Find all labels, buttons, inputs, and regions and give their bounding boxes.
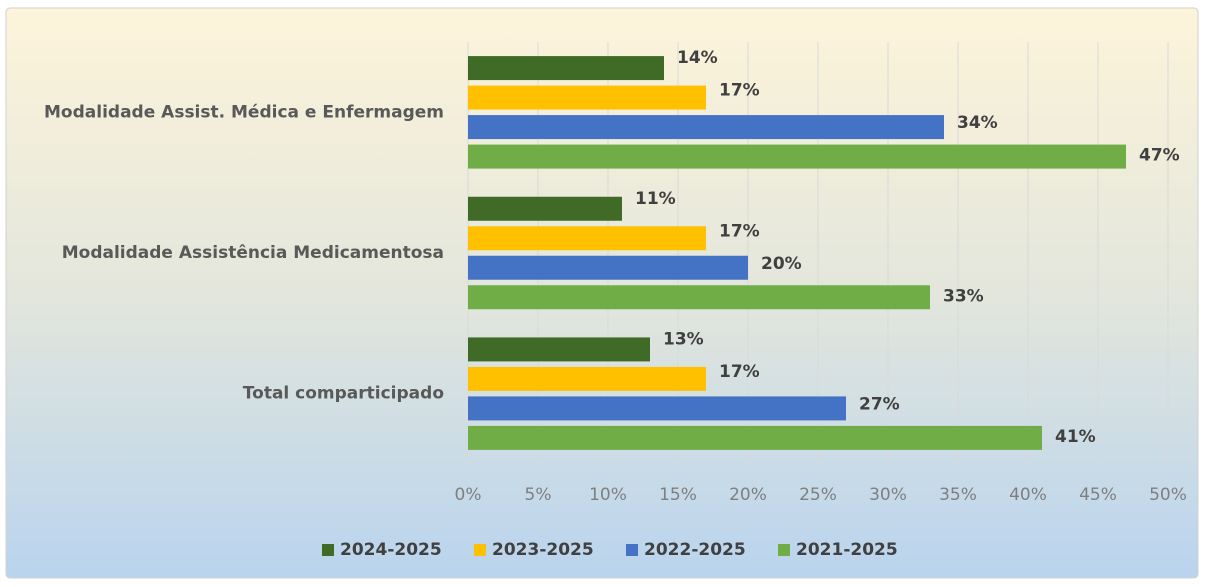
bar — [468, 115, 944, 140]
bar — [468, 144, 1126, 169]
value-label: 17% — [719, 221, 760, 241]
bar — [468, 85, 706, 110]
x-tick-label: 0% — [455, 485, 482, 505]
value-label: 17% — [719, 362, 760, 382]
bar — [468, 337, 650, 362]
bar — [468, 396, 846, 421]
x-tick-label: 5% — [525, 485, 552, 505]
x-tick-label: 45% — [1079, 485, 1117, 505]
legend-label: 2022-2025 — [644, 540, 746, 560]
value-label: 20% — [761, 254, 802, 274]
legend-label: 2024-2025 — [340, 540, 442, 560]
legend-swatch — [626, 544, 638, 556]
legend-label: 2021-2025 — [796, 540, 898, 560]
legend-swatch — [474, 544, 486, 556]
value-label: 47% — [1139, 146, 1180, 166]
legend-swatch — [322, 544, 334, 556]
bar — [468, 226, 706, 251]
value-label: 27% — [859, 394, 900, 414]
legend-swatch — [778, 544, 790, 556]
value-label: 13% — [663, 329, 704, 349]
y-tick-label: Modalidade Assist. Médica e Enfermagem — [44, 102, 444, 122]
bar — [468, 285, 930, 310]
x-tick-label: 15% — [659, 485, 697, 505]
bar — [468, 425, 1042, 450]
x-tick-label: 35% — [939, 485, 977, 505]
value-label: 11% — [635, 189, 676, 209]
legend-label: 2023-2025 — [492, 540, 594, 560]
y-tick-label: Modalidade Assistência Medicamentosa — [62, 243, 444, 263]
bar — [468, 56, 664, 81]
x-tick-label: 25% — [799, 485, 837, 505]
value-label: 41% — [1055, 427, 1096, 447]
value-label: 17% — [719, 81, 760, 101]
bar — [468, 366, 706, 391]
bar — [468, 255, 748, 280]
x-tick-label: 20% — [729, 485, 767, 505]
value-label: 14% — [677, 48, 718, 68]
value-label: 34% — [957, 113, 998, 133]
x-tick-label: 30% — [869, 485, 907, 505]
bar — [468, 196, 622, 221]
x-tick-label: 10% — [589, 485, 627, 505]
value-label: 33% — [943, 286, 984, 306]
y-tick-label: Total comparticipado — [243, 384, 444, 404]
x-tick-label: 50% — [1149, 485, 1187, 505]
x-tick-label: 40% — [1009, 485, 1047, 505]
